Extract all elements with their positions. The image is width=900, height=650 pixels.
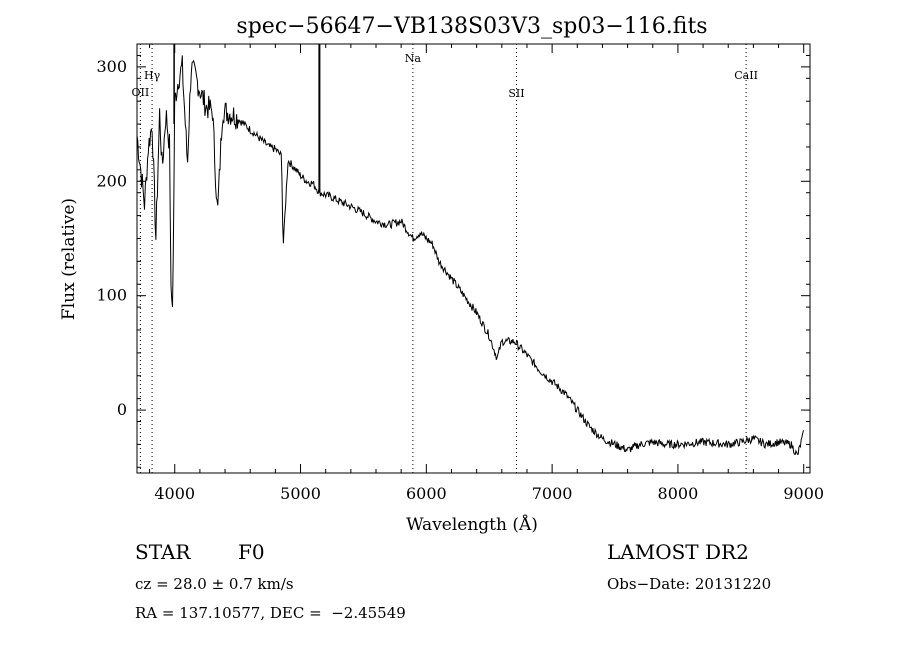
ra-dec: RA = 137.10577, DEC = −2.45549 <box>135 604 406 622</box>
x-tick-label: 7000 <box>532 484 573 503</box>
line-marker-label: Na <box>405 52 422 65</box>
redshift-cz: cz = 28.0 ± 0.7 km/s <box>135 575 294 593</box>
survey-name: LAMOST DR2 <box>607 540 749 564</box>
y-tick-label: 100 <box>96 286 127 305</box>
spectrum-line <box>136 55 804 456</box>
x-tick-label: 5000 <box>280 484 321 503</box>
x-tick-label: 9000 <box>783 484 824 503</box>
y-tick-label: 200 <box>96 171 127 190</box>
y-tick-label: 300 <box>96 57 127 76</box>
line-marker-label: CaII <box>734 69 758 82</box>
x-tick-label: 6000 <box>406 484 447 503</box>
x-tick-label: 8000 <box>658 484 699 503</box>
y-tick-label: 0 <box>117 400 127 419</box>
plot-frame <box>136 43 811 474</box>
object-subclass: F0 <box>238 540 265 564</box>
x-axis-label: Wavelength (Å) <box>406 514 538 535</box>
y-axis-label: Flux (relative) <box>59 198 79 320</box>
line-marker-label: OII <box>132 86 150 99</box>
plot-area: 4000 5000 6000 7000 8000 9000 0 100 200 300 OII Hγ N… <box>96 43 824 503</box>
obs-date: Obs−Date: 20131220 <box>607 575 772 593</box>
object-class: STAR <box>135 540 191 564</box>
chart-title: spec−56647−VB138S03V3_sp03−116.fits <box>236 14 707 39</box>
line-marker-label: SII <box>508 87 524 100</box>
x-tick-label: 4000 <box>154 484 195 503</box>
line-marker-label: Hγ <box>144 69 161 82</box>
